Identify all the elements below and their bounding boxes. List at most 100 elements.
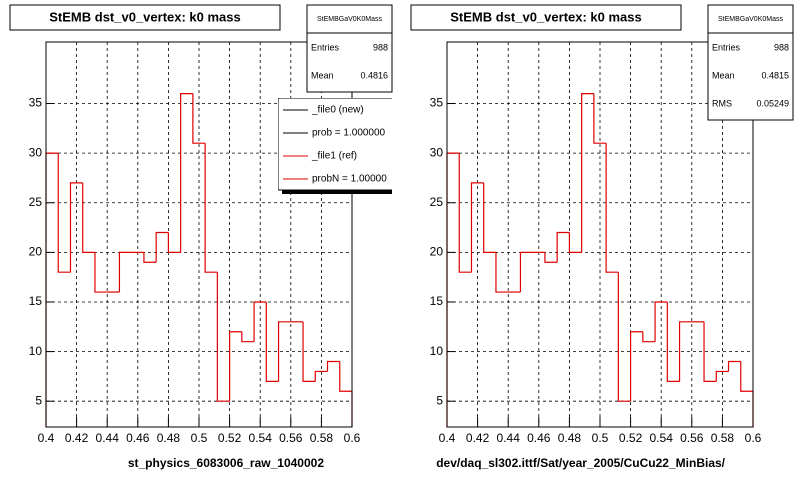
stats-value: 0.4815 (761, 70, 789, 80)
legend-label: _file0 (new) (311, 105, 364, 116)
histogram-bin (483, 182, 496, 253)
stats-label: Mean (712, 70, 735, 80)
histogram-bin (519, 251, 533, 293)
histogram-bin (94, 252, 108, 293)
histogram-bin (277, 321, 291, 382)
stats-value: 988 (774, 42, 789, 52)
y-tick-label: 5 (436, 393, 443, 407)
histogram-bin (605, 143, 619, 273)
histogram-bin (192, 93, 206, 144)
stats-name: StEMBGaV0K0Mass (317, 16, 382, 23)
histogram-bin (703, 321, 717, 382)
y-tick-label: 20 (29, 245, 43, 259)
histogram-bin (180, 92, 193, 253)
x-tick-label: 0.56 (279, 431, 303, 445)
chart-title: StEMB dst_v0_vertex: k0 mass (450, 9, 642, 24)
y-tick-label: 30 (430, 145, 444, 159)
x-tick-label: 0.6 (344, 431, 361, 445)
histogram-bin (143, 252, 157, 263)
histogram-bin (593, 93, 607, 144)
histogram-bin (69, 182, 83, 273)
x-tick-label: 0.4 (439, 431, 456, 445)
x-tick-label: 0.46 (126, 431, 150, 445)
histogram-bin (326, 360, 340, 372)
legend-label: prob = 1.000000 (312, 128, 386, 139)
histogram-bin (216, 272, 230, 402)
stats-label: RMS (712, 98, 732, 108)
histogram-bin (302, 321, 316, 382)
x-tick-label: 0.42 (466, 431, 490, 445)
y-tick-label: 5 (35, 393, 42, 407)
stats-value: 0.4816 (360, 70, 388, 80)
title-box (410, 4, 682, 31)
y-tick-label: 20 (430, 245, 444, 259)
histogram-bin (265, 301, 279, 382)
x-tick-label: 0.58 (711, 431, 735, 445)
stats-label: Mean (311, 70, 334, 80)
histogram-bin (167, 232, 181, 253)
chart-title: StEMB dst_v0_vertex: k0 mass (49, 9, 241, 24)
x-tick-label: 0.56 (680, 431, 704, 445)
histogram-bin (155, 231, 169, 263)
y-tick-label: 15 (29, 294, 43, 308)
histogram-bin (556, 231, 570, 263)
histogram-bin (470, 182, 484, 273)
histogram-bin (204, 143, 218, 273)
y-tick-label: 35 (29, 96, 43, 110)
histogram-bin (253, 301, 267, 342)
x-tick-label: 0.52 (218, 431, 242, 445)
histogram-bin (314, 370, 328, 382)
stats-value: 0.05249 (756, 98, 789, 108)
histogram-bin (568, 232, 582, 253)
legend-box (278, 98, 392, 191)
y-tick-label: 10 (430, 344, 444, 358)
histogram-bin (118, 251, 132, 293)
x-axis-label: st_physics_6083006_raw_1040002 (128, 456, 324, 470)
y-tick-label: 25 (29, 195, 43, 209)
y-tick-label: 15 (430, 294, 444, 308)
histogram-bin (715, 370, 729, 382)
x-tick-label: 0.46 (527, 431, 551, 445)
y-tick-label: 30 (29, 145, 43, 159)
stats-label: Entries (311, 42, 340, 52)
x-tick-label: 0.54 (650, 431, 674, 445)
plot-border (45, 41, 353, 428)
histogram-bin (654, 301, 668, 342)
histogram-bin (458, 153, 472, 273)
y-tick-label: 35 (430, 96, 444, 110)
title-box (9, 4, 281, 31)
histogram-bin (495, 252, 509, 293)
stats-box (306, 4, 393, 93)
x-tick-label: 0.42 (65, 431, 89, 445)
x-tick-label: 0.48 (558, 431, 582, 445)
legend: _file0 (new) prob = 1.000000 _file1 (ref) p… (278, 98, 392, 194)
histogram-bin (241, 331, 255, 343)
histogram-bin (642, 331, 656, 343)
x-tick-label: 0.6 (745, 431, 762, 445)
stats-value: 988 (373, 42, 388, 52)
y-tick-label: 25 (430, 195, 444, 209)
x-axis-label: dev/daq_sl302.ittf/Sat/year_2005/CuCu22_… (436, 456, 725, 470)
histogram-bin (82, 182, 95, 253)
histogram-bin (229, 331, 242, 402)
histogram-bin (581, 92, 594, 253)
x-tick-label: 0.48 (157, 431, 181, 445)
x-tick-label: 0.4 (38, 431, 55, 445)
histogram-bin (57, 153, 71, 273)
histogram-bin (727, 360, 741, 372)
stats-label: Entries (712, 42, 741, 52)
legend-label: _file1 (ref) (311, 151, 357, 162)
x-tick-label: 0.52 (619, 431, 643, 445)
x-tick-label: 0.54 (249, 431, 273, 445)
histogram-bin (544, 252, 558, 263)
legend-label: probN = 1.00000 (312, 174, 387, 185)
histogram-bin (617, 272, 631, 402)
stats-name: StEMBGaV0K0Mass (718, 16, 783, 23)
histogram-bin (666, 301, 680, 382)
x-tick-label: 0.58 (310, 431, 334, 445)
x-tick-label: 0.44 (497, 431, 521, 445)
histogram-bin (630, 331, 643, 402)
x-tick-label: 0.5 (592, 431, 609, 445)
stats-box (707, 4, 794, 121)
